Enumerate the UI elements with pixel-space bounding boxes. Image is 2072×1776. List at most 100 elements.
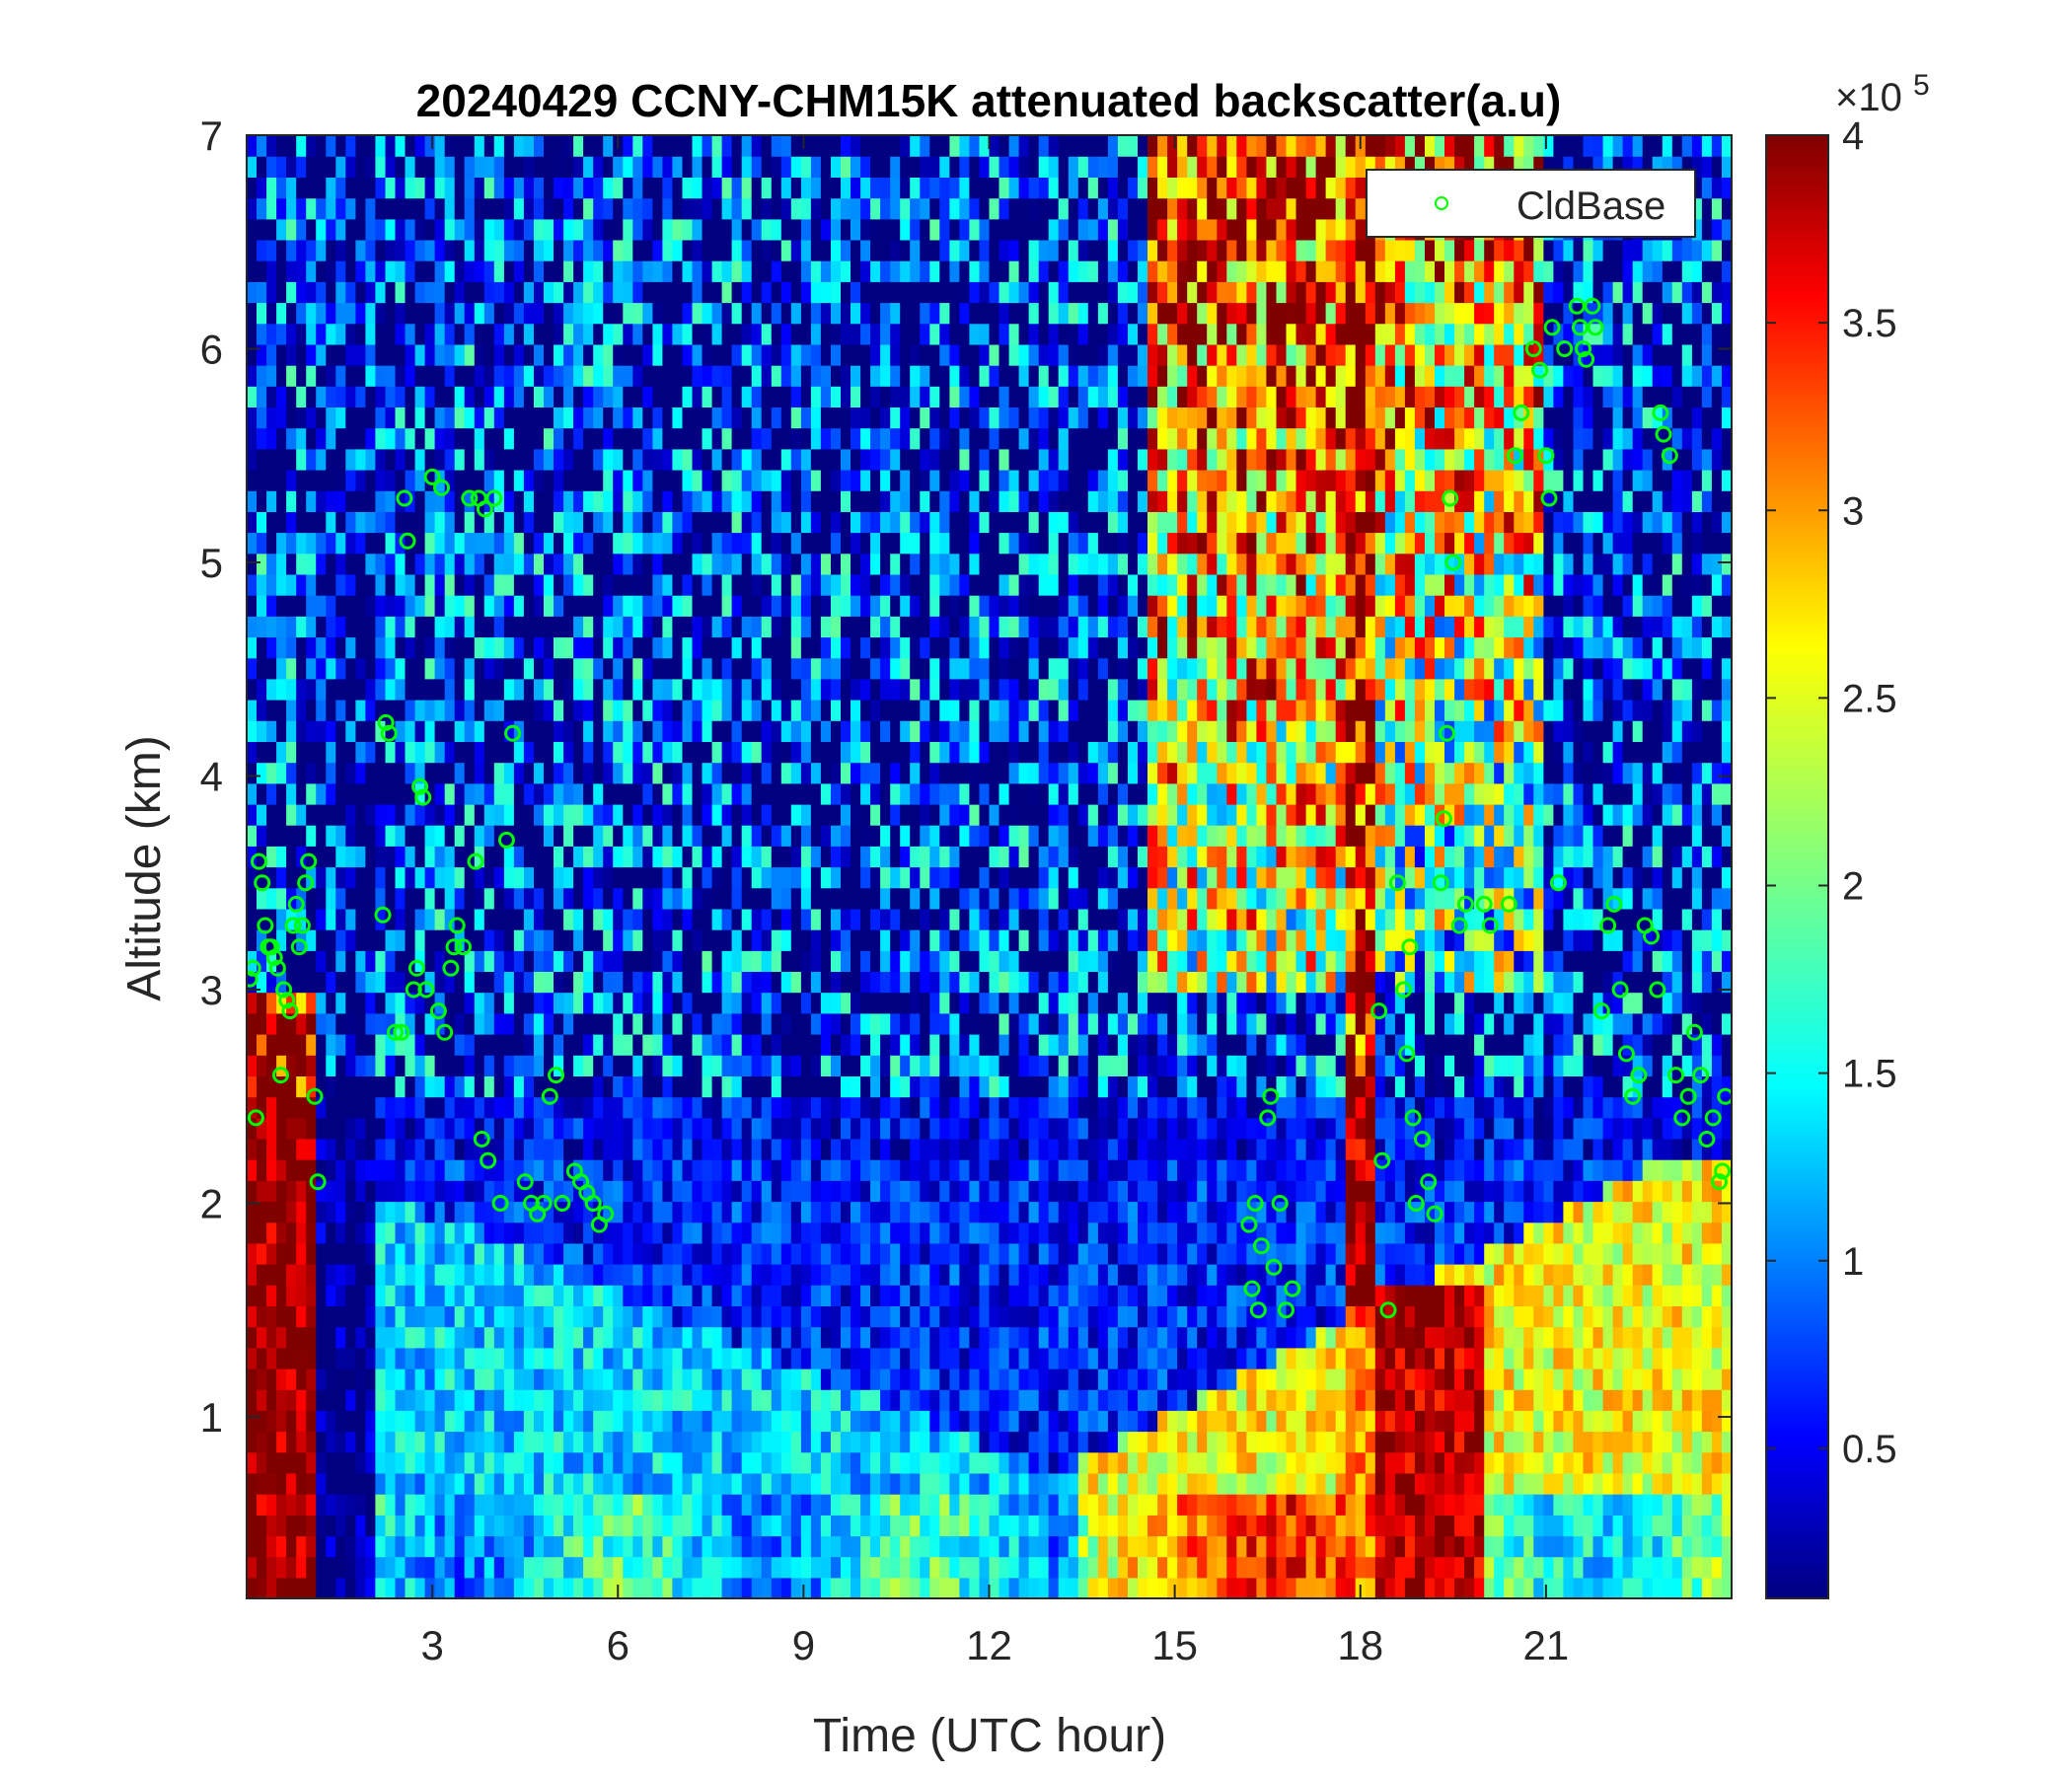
heatmap-cell — [365, 741, 376, 764]
heatmap-cell — [563, 553, 574, 575]
heatmap-cell — [544, 511, 555, 534]
heatmap-cell — [434, 1577, 446, 1598]
heatmap-cell — [286, 1369, 297, 1390]
heatmap-cell — [296, 1242, 307, 1265]
heatmap-cell — [682, 1472, 694, 1495]
heatmap-cell — [483, 616, 495, 638]
heatmap-cell — [603, 595, 614, 617]
heatmap-cell — [316, 1305, 327, 1328]
heatmap-cell — [623, 1138, 633, 1160]
heatmap-cell — [335, 1577, 346, 1598]
heatmap-cell — [395, 887, 407, 910]
heatmap-cell — [424, 1138, 436, 1160]
heatmap-cell — [831, 532, 842, 555]
heatmap-cell — [306, 1180, 317, 1203]
heatmap-cell — [692, 741, 703, 764]
heatmap-cell — [929, 448, 940, 471]
heatmap-cell — [257, 260, 267, 282]
heatmap-cell — [831, 1242, 842, 1265]
heatmap-cell — [890, 741, 901, 764]
heatmap-cell — [642, 1285, 653, 1306]
heatmap-cell — [454, 407, 466, 429]
heatmap-cell — [860, 1535, 871, 1558]
heatmap-cell — [493, 657, 505, 680]
heatmap-cell — [741, 365, 753, 387]
heatmap-cell — [414, 218, 426, 241]
heatmap-cell — [513, 866, 525, 889]
heatmap-cell — [503, 700, 515, 721]
heatmap-cell — [672, 1431, 683, 1453]
heatmap-cell — [503, 1389, 515, 1411]
heatmap-cell — [841, 177, 851, 199]
heatmap-cell — [414, 323, 426, 345]
heatmap-cell — [662, 135, 673, 157]
heatmap-cell — [544, 323, 555, 345]
heatmap-cell — [771, 866, 782, 889]
heatmap-cell — [554, 950, 564, 972]
heatmap-cell — [761, 490, 773, 512]
heatmap-cell — [890, 177, 901, 199]
heatmap-cell — [454, 803, 466, 826]
heatmap-cell — [632, 407, 643, 429]
heatmap-cell — [444, 470, 456, 491]
heatmap-cell — [247, 1264, 258, 1286]
heatmap-cell — [326, 218, 336, 241]
heatmap-cell — [276, 470, 287, 491]
heatmap-cell — [483, 700, 495, 721]
heatmap-cell — [751, 1159, 763, 1181]
heatmap-cell — [880, 741, 891, 764]
heatmap-cell — [276, 1180, 287, 1203]
heatmap-cell — [405, 218, 416, 241]
heatmap-cell — [672, 1494, 683, 1516]
heatmap-cell — [424, 407, 436, 429]
heatmap-cell — [632, 929, 643, 951]
heatmap-cell — [474, 1264, 485, 1286]
heatmap-cell — [810, 490, 822, 512]
heatmap-cell — [257, 281, 267, 304]
heatmap-cell — [870, 511, 881, 534]
heatmap-cell — [662, 1264, 673, 1286]
heatmap-cell — [326, 1431, 336, 1453]
heatmap-cell — [534, 825, 545, 847]
heatmap-cell — [365, 1494, 376, 1516]
heatmap-cell — [405, 1012, 416, 1035]
heatmap-cell — [900, 1055, 911, 1076]
heatmap-cell — [851, 448, 861, 471]
heatmap-cell — [900, 1577, 911, 1598]
heatmap-cell — [266, 1159, 277, 1181]
heatmap-cell — [483, 636, 495, 659]
heatmap-cell — [365, 992, 376, 1014]
heatmap-cell — [306, 720, 317, 742]
heatmap-cell — [583, 1556, 594, 1579]
heatmap-cell — [702, 741, 713, 764]
heatmap-cell — [642, 1577, 653, 1598]
heatmap-cell — [652, 929, 663, 951]
heatmap-cell — [623, 386, 633, 407]
heatmap-cell — [247, 992, 258, 1014]
heatmap-cell — [573, 1305, 584, 1328]
heatmap-cell — [929, 971, 940, 994]
heatmap-cell — [414, 1285, 426, 1306]
heatmap-cell — [554, 1117, 564, 1140]
heatmap-cell — [939, 1410, 950, 1433]
heatmap-cell — [534, 386, 545, 407]
heatmap-cell — [414, 135, 426, 157]
heatmap-cell — [949, 1201, 960, 1223]
heatmap-cell — [544, 407, 555, 429]
heatmap-cell — [563, 1389, 574, 1411]
heatmap-cell — [702, 260, 713, 282]
heatmap-cell — [365, 490, 376, 512]
heatmap-cell — [247, 343, 258, 366]
heatmap-cell — [623, 135, 633, 157]
heatmap-cell — [483, 1369, 495, 1390]
heatmap-cell — [949, 1305, 960, 1328]
heatmap-cell — [583, 1221, 594, 1244]
heatmap-cell — [642, 1075, 653, 1098]
heatmap-cell — [316, 971, 327, 994]
heatmap-cell — [424, 595, 436, 617]
heatmap-cell — [513, 678, 525, 701]
heatmap-cell — [761, 1389, 773, 1411]
heatmap-cell — [523, 1264, 535, 1286]
heatmap-cell — [841, 762, 851, 784]
heatmap-cell — [503, 1117, 515, 1140]
